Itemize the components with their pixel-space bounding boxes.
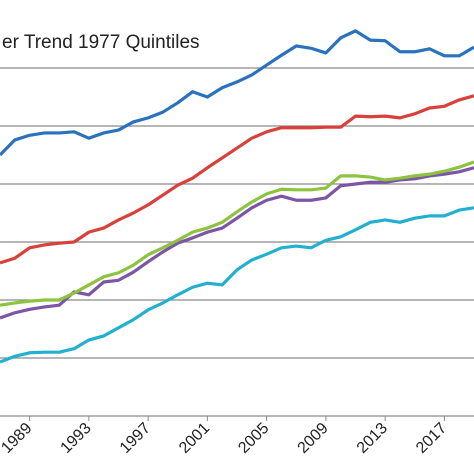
x-tick-label: 1993 <box>57 420 94 457</box>
series-line <box>0 29 474 157</box>
series-line <box>0 160 474 307</box>
x-tick-label: 2001 <box>176 420 213 457</box>
x-tick-label: 1989 <box>0 420 36 457</box>
series-line <box>0 206 474 364</box>
x-tick-label: 1997 <box>117 420 154 457</box>
x-tick-label: 2009 <box>294 420 331 457</box>
series-line <box>0 166 474 320</box>
x-tick-label: 2017 <box>413 420 450 457</box>
x-tick-label: 2013 <box>354 420 391 457</box>
x-tick-label: 2005 <box>235 420 272 457</box>
chart-title: er Trend 1977 Quintiles <box>2 32 200 53</box>
series-line <box>0 94 474 265</box>
